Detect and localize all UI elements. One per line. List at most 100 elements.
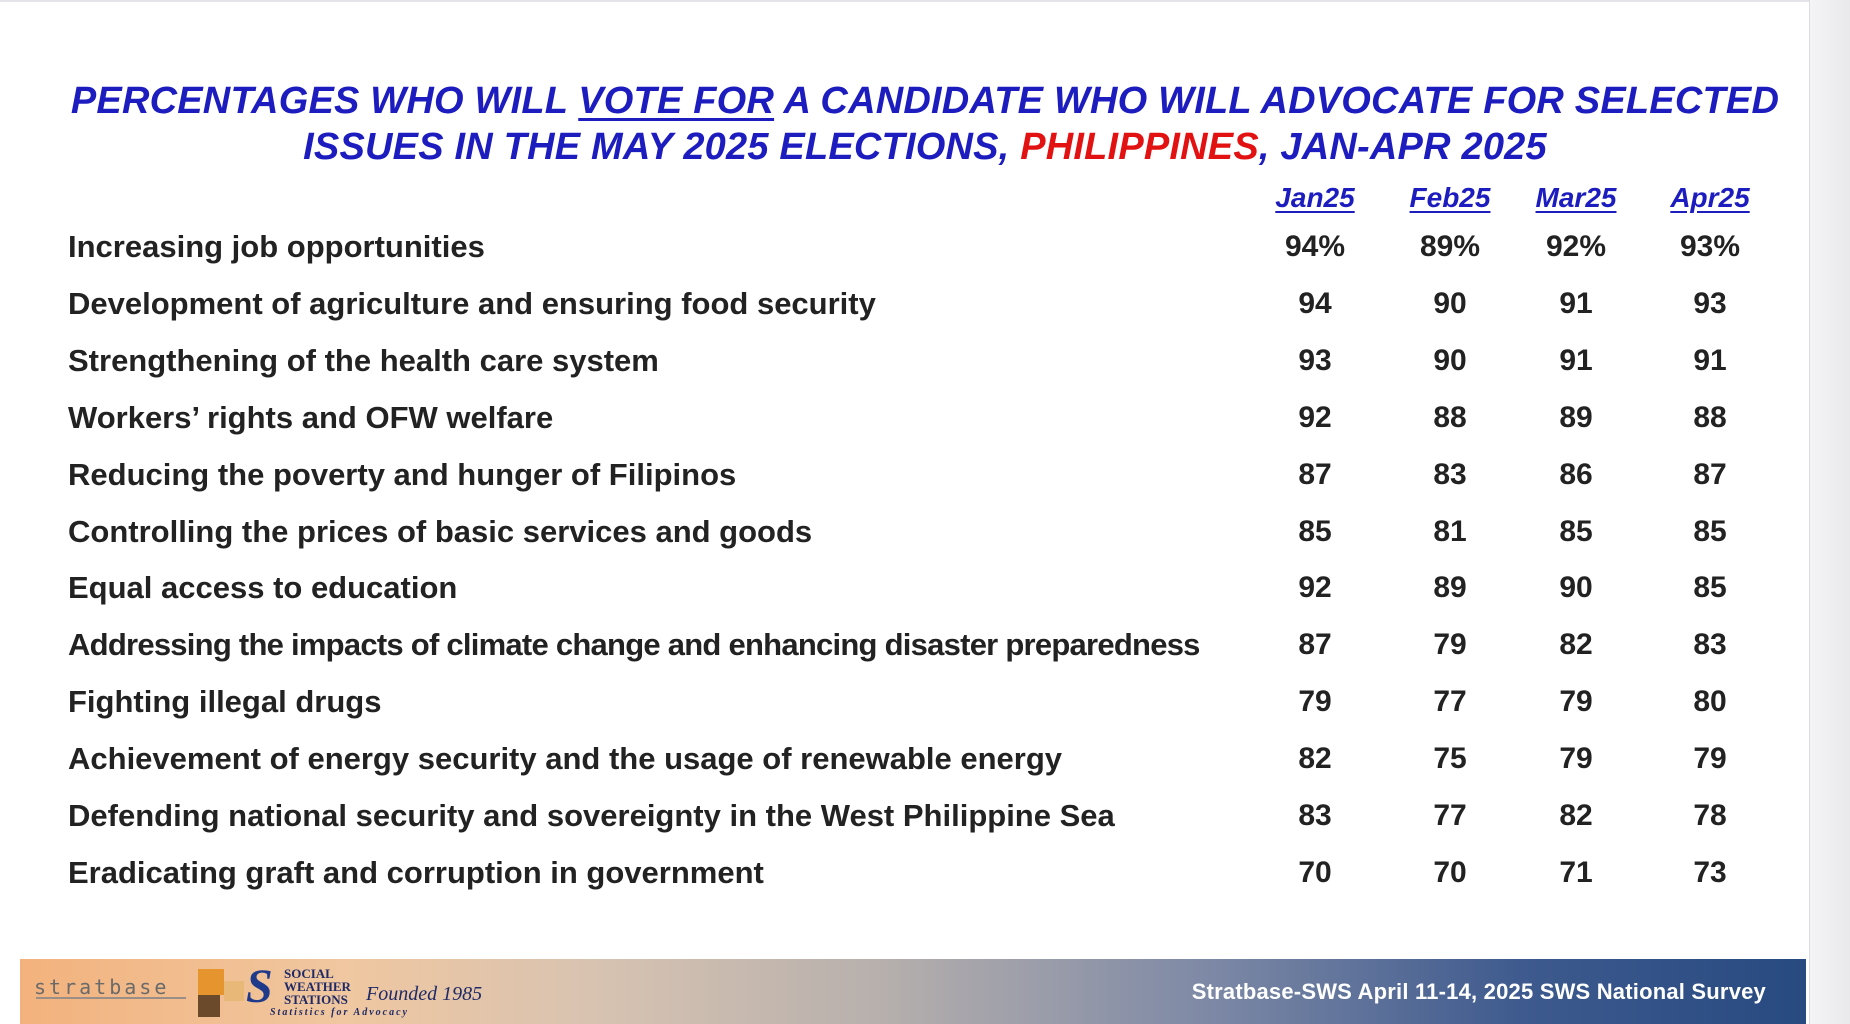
sws-line-1: SOCIAL — [284, 966, 334, 981]
value-cell-mar25: 82 — [1559, 628, 1593, 662]
table-row: Increasing job opportunities 94% 89% 92% 93% — [0, 218, 1850, 275]
row-label: Controlling the prices of basic services… — [68, 513, 813, 549]
logo-square-orange — [198, 969, 224, 995]
table-row: Eradicating graft and corruption in gove… — [0, 844, 1850, 901]
row-label: Eradicating graft and corruption in gove… — [68, 854, 764, 890]
row-label: Addressing the impacts of climate change… — [68, 627, 1200, 663]
value-cell-feb25: 88 — [1433, 400, 1467, 434]
title-vote-for: VOTE FOR — [578, 80, 775, 122]
value-cell-apr25: 93% — [1679, 230, 1741, 263]
value-cell-mar25: 79 — [1559, 685, 1593, 719]
chart-title: PERCENTAGES WHO WILL VOTE FOR A CANDIDAT… — [0, 78, 1850, 170]
table-row: Strengthening of the health care system 9… — [0, 332, 1850, 389]
sws-line-3: STATIONS — [284, 992, 348, 1007]
value-cell-jan25: 94% — [1284, 230, 1346, 263]
value-cell-jan25: 92 — [1298, 400, 1332, 434]
sws-founded: Founded 1985 — [366, 983, 483, 1005]
sws-tagline: Statistics for Advocacy — [270, 1007, 409, 1018]
value-cell-apr25: 78 — [1693, 799, 1727, 832]
title-line1-pre: PERCENTAGES WHO WILL — [70, 80, 579, 122]
column-header-apr25: Apr25 — [1670, 182, 1750, 213]
value-cell-apr25: 88 — [1693, 400, 1727, 434]
table-row: Achievement of energy security and the u… — [0, 730, 1850, 787]
value-cell-jan25: 83 — [1298, 799, 1332, 832]
value-cell-apr25: 79 — [1693, 742, 1727, 776]
row-label: Defending national security and sovereig… — [68, 798, 1115, 833]
table-row: Addressing the impacts of climate change… — [0, 616, 1850, 673]
value-cell-apr25: 85 — [1693, 571, 1727, 605]
row-label: Increasing job opportunities — [68, 229, 485, 264]
row-label: Equal access to education — [68, 570, 458, 606]
value-cell-apr25: 93 — [1693, 286, 1727, 320]
value-cell-feb25: 90 — [1433, 343, 1467, 377]
value-cell-mar25: 82 — [1559, 799, 1593, 832]
stratbase-logo-underline — [36, 997, 186, 999]
title-line2-post: , JAN-APR 2025 — [1258, 126, 1547, 168]
value-cell-mar25: 79 — [1559, 742, 1593, 776]
value-cell-jan25: 70 — [1298, 855, 1332, 889]
row-label: Reducing the poverty and hunger of Filip… — [68, 456, 737, 492]
column-header-mar25: Mar25 — [1535, 182, 1617, 213]
value-cell-mar25: 71 — [1559, 855, 1593, 889]
column-header-jan25: Jan25 — [1275, 182, 1355, 213]
title-line1-post: A CANDIDATE WHO WILL ADVOCATE FOR SELECT… — [774, 80, 1780, 122]
value-cell-jan25: 85 — [1298, 514, 1332, 548]
title-line2-pre: ISSUES IN THE MAY 2025 ELECTIONS, — [303, 126, 1021, 168]
value-cell-mar25: 92% — [1545, 230, 1607, 263]
value-cell-feb25: 77 — [1433, 799, 1467, 832]
value-cell-feb25: 70 — [1433, 855, 1467, 889]
row-label: Development of agriculture and ensuring … — [68, 285, 876, 321]
value-cell-mar25: 89 — [1559, 400, 1593, 434]
top-border — [0, 0, 1850, 2]
table-row: Fighting illegal drugs 79 77 79 80 — [0, 673, 1850, 730]
value-cell-apr25: 87 — [1693, 457, 1727, 491]
logo-square-tan — [224, 981, 244, 1001]
value-cell-apr25: 80 — [1693, 685, 1727, 719]
value-cell-apr25: 83 — [1693, 628, 1727, 662]
value-cell-jan25: 79 — [1298, 685, 1332, 719]
table-row: Controlling the prices of basic services… — [0, 503, 1850, 560]
column-header-feb25: Feb25 — [1409, 182, 1491, 213]
value-cell-mar25: 91 — [1559, 343, 1593, 377]
row-label: Achievement of energy security and the u… — [68, 741, 1063, 777]
value-cell-mar25: 91 — [1559, 286, 1593, 320]
logo-square-brown — [198, 995, 220, 1017]
value-cell-apr25: 85 — [1693, 514, 1727, 548]
table-row: Defending national security and sovereig… — [0, 787, 1850, 844]
title-line-2: ISSUES IN THE MAY 2025 ELECTIONS, PHILIP… — [0, 124, 1850, 170]
row-label: Fighting illegal drugs — [68, 684, 382, 720]
table-row: Equal access to education 92 89 90 85 — [0, 559, 1850, 616]
value-cell-jan25: 87 — [1298, 628, 1332, 662]
value-cell-feb25: 89 — [1433, 571, 1467, 605]
value-cell-mar25: 85 — [1559, 514, 1593, 548]
row-label: Workers’ rights and OFW welfare — [68, 399, 554, 435]
value-cell-mar25: 90 — [1559, 571, 1593, 605]
title-line-1: PERCENTAGES WHO WILL VOTE FOR A CANDIDAT… — [0, 78, 1850, 124]
value-cell-feb25: 79 — [1433, 628, 1467, 662]
sws-logo-letter: S — [246, 960, 273, 1013]
table-row: Workers’ rights and OFW welfare 92 88 89 88 — [0, 389, 1850, 446]
value-cell-feb25: 77 — [1433, 685, 1467, 719]
value-cell-apr25: 73 — [1693, 855, 1727, 889]
source-note: Stratbase-SWS April 11-14, 2025 SWS Nati… — [1191, 979, 1766, 1004]
value-cell-feb25: 75 — [1433, 742, 1467, 776]
row-label: Strengthening of the health care system — [68, 342, 659, 378]
title-philippines: PHILIPPINES — [1020, 126, 1259, 168]
footer-banner: stratbase S SOCIAL WEATHER STATIONS Foun… — [20, 959, 1806, 1024]
value-cell-feb25: 90 — [1433, 286, 1467, 320]
value-cell-feb25: 81 — [1433, 514, 1467, 548]
value-cell-feb25: 83 — [1433, 457, 1467, 491]
value-cell-jan25: 87 — [1298, 457, 1332, 491]
sws-logo: S SOCIAL WEATHER STATIONS Founded 1985 S… — [246, 960, 496, 1021]
right-scroll-edge — [1809, 0, 1850, 1024]
value-cell-apr25: 91 — [1693, 343, 1727, 377]
stratbase-logo: stratbase — [34, 975, 170, 999]
table-row: Reducing the poverty and hunger of Filip… — [0, 446, 1850, 503]
sws-logo-name: SOCIAL WEATHER STATIONS — [284, 967, 351, 1006]
value-cell-jan25: 82 — [1298, 742, 1332, 776]
value-cell-jan25: 93 — [1298, 343, 1332, 377]
table-row: Development of agriculture and ensuring … — [0, 275, 1850, 332]
sws-line-2: WEATHER — [284, 979, 351, 994]
value-cell-mar25: 86 — [1559, 457, 1593, 491]
value-cell-jan25: 92 — [1298, 571, 1332, 605]
